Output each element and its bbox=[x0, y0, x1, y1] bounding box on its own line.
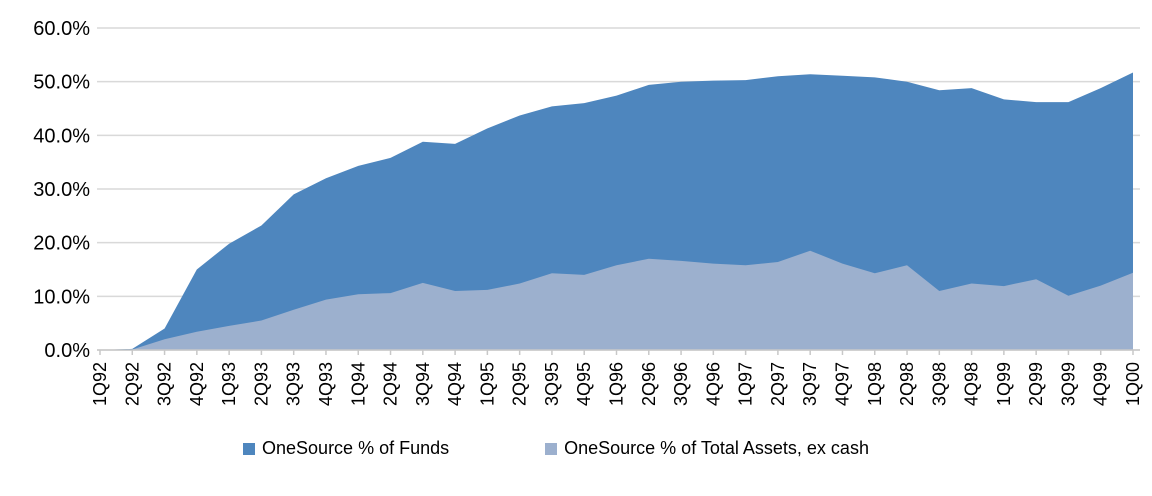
x-axis-label: 3Q93 bbox=[284, 362, 304, 406]
x-axis-label: 3Q94 bbox=[413, 362, 433, 406]
legend-swatch-assets-icon bbox=[545, 442, 558, 455]
y-axis-label: 20.0% bbox=[33, 233, 90, 255]
x-axis-label: 2Q97 bbox=[768, 362, 788, 406]
legend-item-funds: OneSource % of Funds bbox=[243, 438, 449, 459]
x-axis-label: 2Q94 bbox=[381, 362, 401, 406]
x-axis-label: 2Q93 bbox=[251, 362, 271, 406]
chart-legend: OneSource % of Funds OneSource % of Tota… bbox=[0, 438, 1152, 459]
x-axis-label: 4Q98 bbox=[962, 362, 982, 406]
x-axis-label: 4Q94 bbox=[445, 362, 465, 406]
x-axis-label: 3Q97 bbox=[800, 362, 820, 406]
x-axis-label: 1Q93 bbox=[219, 362, 239, 406]
x-axis-label: 3Q99 bbox=[1058, 362, 1078, 406]
x-axis-label: 4Q95 bbox=[574, 362, 594, 406]
x-axis-label: 4Q97 bbox=[832, 362, 852, 406]
x-axis-label: 3Q98 bbox=[929, 362, 949, 406]
x-axis-label: 4Q96 bbox=[703, 362, 723, 406]
legend-swatch-funds-icon bbox=[243, 442, 256, 455]
x-axis-label: 2Q92 bbox=[122, 362, 142, 406]
x-axis-label: 1Q98 bbox=[865, 362, 885, 406]
x-axis-label: 4Q93 bbox=[316, 362, 336, 406]
x-axis-label: 2Q98 bbox=[897, 362, 917, 406]
x-axis-label: 1Q92 bbox=[90, 362, 110, 406]
x-axis-label: 4Q92 bbox=[187, 362, 207, 406]
legend-item-assets: OneSource % of Total Assets, ex cash bbox=[545, 438, 869, 459]
x-axis-label: 2Q95 bbox=[510, 362, 530, 406]
x-axis-label: 1Q94 bbox=[348, 362, 368, 406]
x-axis-label: 3Q96 bbox=[671, 362, 691, 406]
legend-label-assets: OneSource % of Total Assets, ex cash bbox=[564, 438, 869, 458]
x-axis-label: 1Q96 bbox=[607, 362, 627, 406]
x-axis-label: 1Q97 bbox=[736, 362, 756, 406]
area-series-assets bbox=[100, 250, 1133, 350]
x-axis-label: 3Q92 bbox=[155, 362, 175, 406]
y-axis-label: 60.0% bbox=[33, 18, 90, 40]
y-axis-label: 40.0% bbox=[33, 125, 90, 147]
y-axis-label: 30.0% bbox=[33, 179, 90, 201]
x-axis-label: 2Q96 bbox=[639, 362, 659, 406]
y-axis-label: 10.0% bbox=[33, 286, 90, 308]
legend-label-funds: OneSource % of Funds bbox=[262, 438, 450, 458]
x-axis-label: 2Q99 bbox=[1026, 362, 1046, 406]
x-axis-label: 3Q95 bbox=[542, 362, 562, 406]
x-axis-label: 4Q99 bbox=[1091, 362, 1111, 406]
x-axis-label: 1Q95 bbox=[477, 362, 497, 406]
y-axis-label: 50.0% bbox=[33, 72, 90, 94]
x-axis-label: 1Q00 bbox=[1123, 362, 1143, 406]
x-axis-label: 1Q99 bbox=[994, 362, 1014, 406]
y-axis-label: 0.0% bbox=[44, 340, 90, 362]
chart-plot-area: 0.0% 10.0% 20.0% 30.0% 40.0% 50.0% 60.0% 1Q92 2Q… bbox=[33, 18, 1143, 406]
